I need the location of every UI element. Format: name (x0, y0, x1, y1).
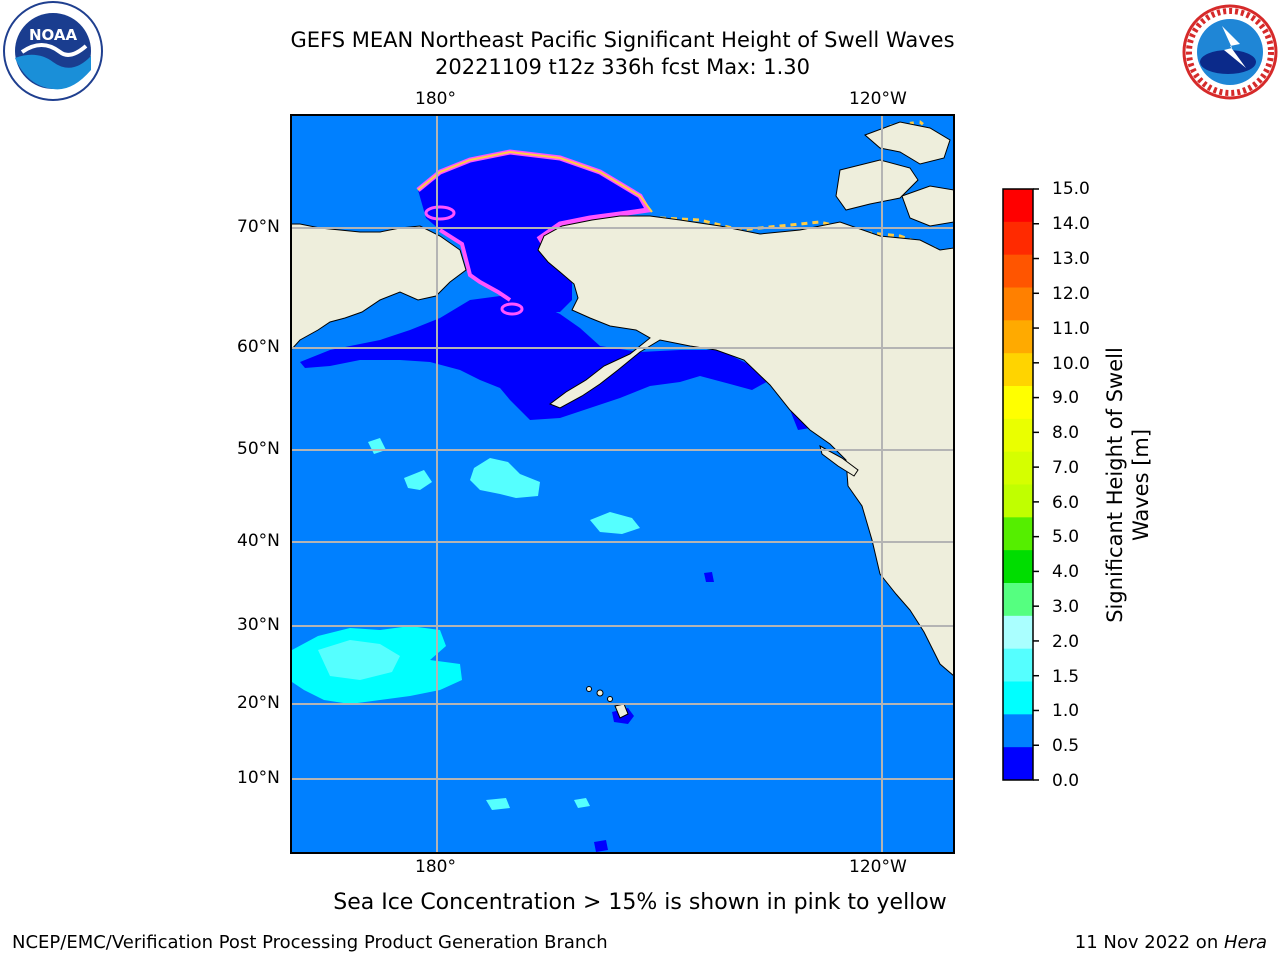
colorbar-tick: 10.0 (1052, 354, 1090, 374)
hawaii-island-1 (586, 686, 592, 692)
lon-tick-top-180: 180° (415, 89, 456, 109)
colorbar-segment (1003, 550, 1033, 584)
colorbar-tick: 0.5 (1052, 736, 1080, 756)
footer-date: 11 Nov 2022 on Hera (1075, 932, 1267, 953)
noaa-logo: NOAA (3, 1, 103, 101)
arctic-island-2 (864, 121, 951, 165)
colorbar-tick: 1.5 (1052, 667, 1080, 687)
cyan-patch-small-4 (574, 798, 590, 808)
colorbar-segment (1003, 189, 1033, 223)
hawaii-island-2 (596, 689, 604, 697)
colorbar-tick: 9.0 (1052, 388, 1080, 408)
colorbar-segment (1003, 287, 1033, 321)
lat-tick-50: 50°N (237, 439, 280, 459)
colorbar-tick: 7.0 (1052, 458, 1080, 478)
colorbar-segment (1003, 583, 1033, 617)
light-cyan-patch-subtropical (318, 640, 400, 680)
colorbar-segment (1003, 386, 1033, 420)
hawaii-island-3 (607, 696, 613, 702)
colorbar-tick: 14.0 (1052, 214, 1090, 234)
colorbar-segment (1003, 681, 1033, 715)
colorbar-segment (1003, 353, 1033, 387)
cyan-patch-small-3 (486, 798, 510, 810)
sea-ice-coast-yellow (659, 216, 941, 252)
graticule (291, 115, 954, 853)
low-spot-south (594, 840, 608, 852)
lat-tick-10: 10°N (237, 768, 280, 788)
nws-logo (1182, 4, 1278, 100)
vancouver-island (819, 445, 859, 477)
bering-low-region (300, 296, 770, 420)
lon-tick-top-120w: 120°W (849, 89, 907, 109)
colorbar-label-line2: Waves [m] (1129, 428, 1153, 542)
colorbar-tick: 0.0 (1052, 771, 1080, 791)
colorbar-tick: 15.0 (1052, 179, 1090, 199)
colorbar-tick: 3.0 (1052, 597, 1080, 617)
sea-ice-edge-yellow (417, 150, 653, 213)
colorbar-tick: 8.0 (1052, 423, 1080, 443)
colorbar-tick: 2.0 (1052, 632, 1080, 652)
footer-date-text: 11 Nov 2022 on (1074, 932, 1224, 953)
colorbar-segment (1003, 615, 1033, 650)
sea-ice-ring (424, 205, 456, 221)
footer-host: Hera (1223, 932, 1267, 953)
north-america-land (537, 115, 955, 678)
colorbar-segment (1003, 451, 1033, 485)
lon-tick-bottom-120w: 120°W (849, 857, 907, 877)
footer-credit: NCEP/EMC/Verification Post Processing Pr… (12, 932, 608, 953)
colorbar-segment (1003, 484, 1033, 518)
colorbar-label-line1: Significant Height of Swell (1103, 347, 1127, 623)
colorbar (1002, 188, 1039, 781)
lat-tick-60: 60°N (237, 337, 280, 357)
colorbar-tick: 12.0 (1052, 284, 1090, 304)
noaa-logo-text: NOAA (29, 26, 78, 44)
lat-tick-30: 30°N (237, 615, 280, 635)
cyan-patch-north (470, 458, 540, 498)
sea-ice-edge-west (438, 228, 512, 302)
figure-title-line1: GEFS MEAN Northeast Pacific Significant … (290, 28, 955, 52)
colorbar-frame (1002, 188, 1034, 781)
colorbar-segment (1003, 517, 1033, 551)
colorbar-tick: 13.0 (1052, 249, 1090, 269)
colorbar-tick: 5.0 (1052, 527, 1080, 547)
low-spot-central (704, 572, 714, 582)
colorbar-tick: 1.0 (1052, 701, 1080, 721)
colorbar-segment (1003, 648, 1033, 682)
figure-title-line2: 20221109 t12z 336h fcst Max: 1.30 (435, 55, 810, 79)
colorbar-tick: 4.0 (1052, 562, 1080, 582)
map-area (290, 114, 955, 854)
cyan-patch-central (590, 512, 640, 534)
colorbar-segment (1003, 714, 1033, 748)
lat-tick-20: 20°N (237, 693, 280, 713)
colorbar-tick: 11.0 (1052, 319, 1090, 339)
colorbar-segment (1003, 254, 1033, 288)
map-frame (290, 114, 955, 854)
cyan-patch-small-2 (404, 470, 432, 490)
lon-tick-bottom-180: 180° (415, 857, 456, 877)
colorbar-segment (1003, 418, 1033, 453)
colorbar-tick: 6.0 (1052, 493, 1080, 513)
colorbar-segment (1003, 747, 1033, 781)
sea-ice-ring-south (500, 302, 524, 316)
lat-tick-40: 40°N (237, 531, 280, 551)
siberia-land (290, 115, 467, 352)
colorbar-segment (1003, 320, 1033, 354)
arctic-island-1 (835, 159, 919, 211)
sea-ice-caption: Sea Ice Concentration > 15% is shown in … (333, 890, 947, 915)
colorbar-segment (1003, 221, 1033, 256)
arctic-low-region (418, 152, 648, 312)
lat-tick-70: 70°N (237, 217, 280, 237)
